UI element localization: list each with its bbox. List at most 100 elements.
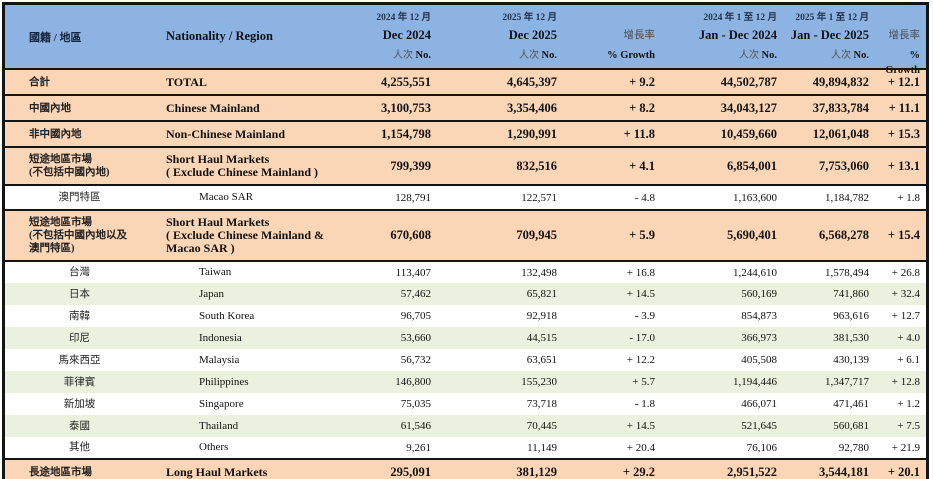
col-date-en: Dec 2025 (508, 28, 557, 42)
cell-growth-monthly: - 3.9 (563, 305, 661, 327)
unit-en-label: No. (853, 50, 869, 61)
col-date-en: Dec 2024 (382, 28, 431, 42)
row-label-en: Philippines (155, 371, 345, 393)
cell-jan-dec-2024: 405,508 (661, 349, 783, 371)
cell-dec-2024: 96,705 (345, 305, 437, 327)
cell-dec-2024: 295,091 (345, 458, 437, 479)
table-row: 短途地區市場 (不包括中國內地以及 澳門特區) Short Haul Marke… (5, 209, 926, 261)
cell-growth-yearly: + 21.9 (875, 437, 926, 459)
col-date-zh: 2025 年 12 月 (502, 13, 557, 23)
growth-zh-label: 增長率 (888, 30, 921, 41)
cell-jan-dec-2024: 10,459,660 (661, 120, 783, 147)
cell-growth-monthly: + 14.5 (563, 283, 661, 305)
row-label-zh: 澳門特區 (5, 184, 155, 211)
cell-jan-dec-2024: 1,163,600 (661, 184, 783, 211)
unit-zh-label: 人次 (831, 50, 852, 61)
col-header-growth-yearly: 增長率 % Growth (875, 5, 926, 76)
col-header-jan-dec-2025: 2025 年 1 至 12 月 Jan - Dec 2025 人次 No. (783, 5, 875, 70)
table-row: 非中國內地 Non-Chinese Mainland 1,154,798 1,2… (5, 120, 926, 147)
cell-dec-2024: 799,399 (345, 146, 437, 185)
col-header-jan-dec-2024: 2024 年 1 至 12 月 Jan - Dec 2024 人次 No. (661, 5, 783, 70)
row-label-en: Short Haul Markets ( Exclude Chinese Mai… (155, 209, 345, 261)
growth-zh-label: 增長率 (623, 30, 656, 41)
cell-jan-dec-2025: 381,530 (783, 327, 875, 349)
table-row: 中國內地 Chinese Mainland 3,100,753 3,354,40… (5, 94, 926, 121)
header-region-zh: 國籍 / 地區 (5, 5, 155, 70)
row-label-zh: 短途地區市場 (不包括中國內地以及 澳門特區) (5, 209, 155, 261)
cell-dec-2024: 4,255,551 (345, 68, 437, 95)
cell-jan-dec-2025: 1,347,717 (783, 371, 875, 393)
table-row: 長途地區市場 Long Haul Markets 295,091 381,129… (5, 458, 926, 479)
cell-dec-2024: 670,608 (345, 209, 437, 261)
cell-dec-2025: 70,445 (437, 415, 563, 437)
row-label-zh: 南韓 (5, 305, 155, 327)
cell-jan-dec-2025: 3,544,181 (783, 458, 875, 479)
cell-dec-2025: 709,945 (437, 209, 563, 261)
cell-jan-dec-2025: 741,860 (783, 283, 875, 305)
cell-jan-dec-2025: 963,616 (783, 305, 875, 327)
cell-dec-2025: 11,149 (437, 437, 563, 459)
table-row: 泰國 Thailand 61,546 70,445 + 14.5 521,645… (5, 415, 926, 437)
cell-growth-yearly: + 12.7 (875, 305, 926, 327)
cell-growth-yearly: + 1.2 (875, 393, 926, 415)
cell-dec-2025: 122,571 (437, 184, 563, 211)
header-region-en: Nationality / Region (155, 5, 345, 70)
table-row: 南韓 South Korea 96,705 92,918 - 3.9 854,8… (5, 305, 926, 327)
row-label-en: Short Haul Markets ( Exclude Chinese Mai… (155, 146, 345, 185)
cell-growth-yearly: + 1.8 (875, 184, 926, 211)
cell-jan-dec-2024: 6,854,001 (661, 146, 783, 185)
cell-dec-2024: 57,462 (345, 283, 437, 305)
cell-dec-2025: 832,516 (437, 146, 563, 185)
col-header-dec-2024: 2024 年 12 月 Dec 2024 人次 No. (345, 5, 437, 70)
cell-growth-monthly: + 20.4 (563, 437, 661, 459)
table-row: 短途地區市場 (不包括中國內地) Short Haul Markets ( Ex… (5, 146, 926, 185)
cell-jan-dec-2025: 37,833,784 (783, 94, 875, 121)
cell-growth-monthly: + 5.9 (563, 209, 661, 261)
cell-jan-dec-2025: 471,461 (783, 393, 875, 415)
cell-jan-dec-2025: 7,753,060 (783, 146, 875, 185)
row-label-en: Non-Chinese Mainland (155, 120, 345, 147)
cell-dec-2024: 1,154,798 (345, 120, 437, 147)
row-label-zh: 非中國內地 (5, 120, 155, 147)
unit-zh-label: 人次 (393, 50, 414, 61)
cell-jan-dec-2025: 49,894,832 (783, 68, 875, 95)
cell-dec-2024: 113,407 (345, 260, 437, 283)
visitor-arrivals-table: 國籍 / 地區 Nationality / Region 2024 年 12 月… (5, 5, 926, 479)
row-label-en: Others (155, 437, 345, 459)
row-label-zh: 台灣 (5, 260, 155, 283)
row-label-en: Singapore (155, 393, 345, 415)
cell-dec-2025: 1,290,991 (437, 120, 563, 147)
row-label-en: Taiwan (155, 260, 345, 283)
row-label-en: Macao SAR (155, 184, 345, 211)
cell-jan-dec-2024: 76,106 (661, 437, 783, 459)
cell-growth-yearly: + 15.3 (875, 120, 926, 147)
unit-en-label: No. (541, 50, 557, 61)
col-date-zh: 2025 年 1 至 12 月 (795, 13, 869, 23)
row-label-en: TOTAL (155, 68, 345, 95)
table-body: 合計 TOTAL 4,255,551 4,645,397 + 9.2 44,50… (5, 68, 926, 479)
cell-dec-2025: 63,651 (437, 349, 563, 371)
row-label-en: Thailand (155, 415, 345, 437)
cell-dec-2025: 44,515 (437, 327, 563, 349)
row-label-zh: 長途地區市場 (5, 458, 155, 479)
cell-growth-yearly: + 20.1 (875, 458, 926, 479)
cell-growth-yearly: + 6.1 (875, 349, 926, 371)
table-row: 馬來西亞 Malaysia 56,732 63,651 + 12.2 405,5… (5, 349, 926, 371)
row-label-zh: 日本 (5, 283, 155, 305)
cell-growth-yearly: + 15.4 (875, 209, 926, 261)
cell-dec-2024: 56,732 (345, 349, 437, 371)
cell-dec-2024: 146,800 (345, 371, 437, 393)
table-row: 其他 Others 9,261 11,149 + 20.4 76,106 92,… (5, 437, 926, 459)
cell-growth-monthly: + 14.5 (563, 415, 661, 437)
cell-growth-monthly: + 5.7 (563, 371, 661, 393)
cell-dec-2025: 65,821 (437, 283, 563, 305)
cell-dec-2024: 75,035 (345, 393, 437, 415)
col-header-growth-monthly: 增長率 % Growth (563, 5, 661, 70)
cell-jan-dec-2024: 5,690,401 (661, 209, 783, 261)
cell-jan-dec-2024: 44,502,787 (661, 68, 783, 95)
table-row: 澳門特區 Macao SAR 128,791 122,571 - 4.8 1,1… (5, 184, 926, 211)
cell-jan-dec-2025: 1,578,494 (783, 260, 875, 283)
cell-dec-2024: 9,261 (345, 437, 437, 459)
cell-growth-monthly: - 4.8 (563, 184, 661, 211)
